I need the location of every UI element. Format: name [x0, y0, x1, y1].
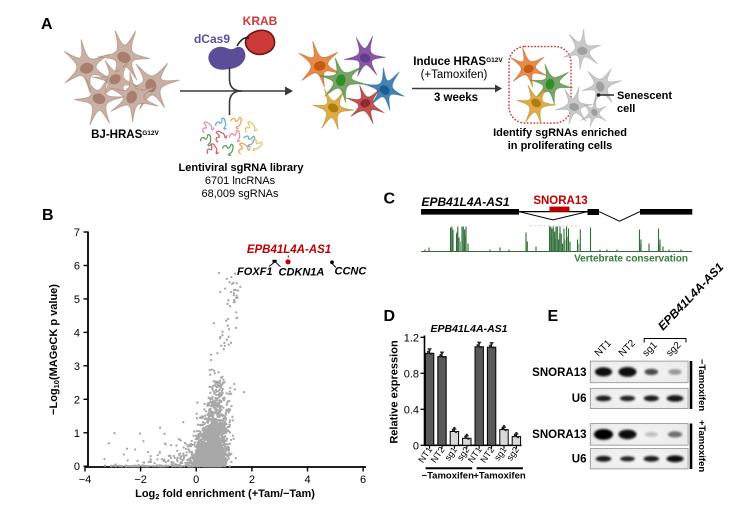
svg-text:EPB41L4A-AS1: EPB41L4A-AS1 — [247, 244, 331, 256]
svg-text:−Log10(MAGeCK p value): −Log10(MAGeCK p value) — [48, 284, 61, 415]
svg-text:SNORA13: SNORA13 — [533, 195, 587, 207]
svg-text:0.8: 0.8 — [404, 368, 419, 380]
svg-text:B: B — [42, 207, 54, 224]
svg-text:3: 3 — [74, 361, 80, 373]
svg-text:SNORA13: SNORA13 — [532, 429, 586, 441]
svg-text:Identify sgRNAs enriched: Identify sgRNAs enriched — [493, 127, 627, 139]
svg-text:E: E — [548, 308, 559, 325]
svg-text:+Tamoxifen: +Tamoxifen — [473, 470, 526, 481]
svg-text:0: 0 — [74, 461, 80, 473]
svg-text:1.2: 1.2 — [404, 332, 419, 344]
svg-text:D: D — [384, 308, 396, 325]
svg-text:U6: U6 — [572, 454, 587, 466]
svg-text:+Tamoxifen: +Tamoxifen — [696, 420, 707, 473]
svg-text:CDKN1A: CDKN1A — [279, 267, 325, 279]
svg-text:U6: U6 — [572, 393, 587, 405]
svg-text:0: 0 — [193, 474, 199, 486]
svg-text:4: 4 — [74, 327, 80, 339]
svg-text:cell: cell — [617, 103, 635, 115]
svg-text:EPB41L4A-AS1: EPB41L4A-AS1 — [422, 195, 510, 209]
svg-text:−Tamoxifen: −Tamoxifen — [422, 470, 475, 481]
svg-text:6: 6 — [360, 474, 366, 486]
svg-text:−4: −4 — [79, 474, 92, 486]
svg-text:4: 4 — [304, 474, 310, 486]
svg-text:Lentiviral sgRNA library: Lentiviral sgRNA library — [179, 162, 305, 174]
svg-text:6701 lncRNAs: 6701 lncRNAs — [205, 175, 276, 187]
svg-text:3 weeks: 3 weeks — [434, 92, 478, 104]
svg-text:in proliferating cells: in proliferating cells — [508, 140, 613, 152]
svg-text:Vertebrate conservation: Vertebrate conservation — [574, 254, 688, 265]
svg-text:68,009 sgRNAs: 68,009 sgRNAs — [201, 188, 279, 200]
svg-text:dCas9: dCas9 — [194, 32, 230, 46]
svg-text:CCNC: CCNC — [335, 266, 368, 278]
svg-text:2: 2 — [74, 394, 80, 406]
svg-text:0: 0 — [413, 440, 419, 452]
svg-text:7: 7 — [74, 227, 80, 239]
svg-text:0.4: 0.4 — [404, 404, 419, 416]
svg-text:C: C — [384, 191, 396, 208]
svg-text:2: 2 — [249, 474, 255, 486]
svg-text:(+Tamoxifen): (+Tamoxifen) — [421, 69, 488, 81]
svg-text:Relative expression: Relative expression — [389, 340, 401, 444]
svg-text:Senescent: Senescent — [617, 90, 672, 102]
svg-text:Log2 fold enrichment (+Tam/−Ta: Log2 fold enrichment (+Tam/−Tam) — [135, 488, 315, 501]
svg-text:EPB41L4A-AS1: EPB41L4A-AS1 — [430, 323, 507, 335]
svg-text:6: 6 — [74, 261, 80, 273]
svg-text:FOXF1: FOXF1 — [237, 266, 272, 278]
svg-text:5: 5 — [74, 294, 80, 306]
svg-text:SNORA13: SNORA13 — [532, 367, 586, 379]
svg-text:−Tamoxifen: −Tamoxifen — [696, 359, 707, 412]
svg-text:KRAB: KRAB — [243, 14, 278, 28]
svg-text:1: 1 — [74, 428, 80, 440]
svg-text:A: A — [41, 16, 53, 33]
svg-text:Induce HRASG12V: Induce HRASG12V — [413, 56, 503, 68]
svg-text:−2: −2 — [134, 474, 147, 486]
